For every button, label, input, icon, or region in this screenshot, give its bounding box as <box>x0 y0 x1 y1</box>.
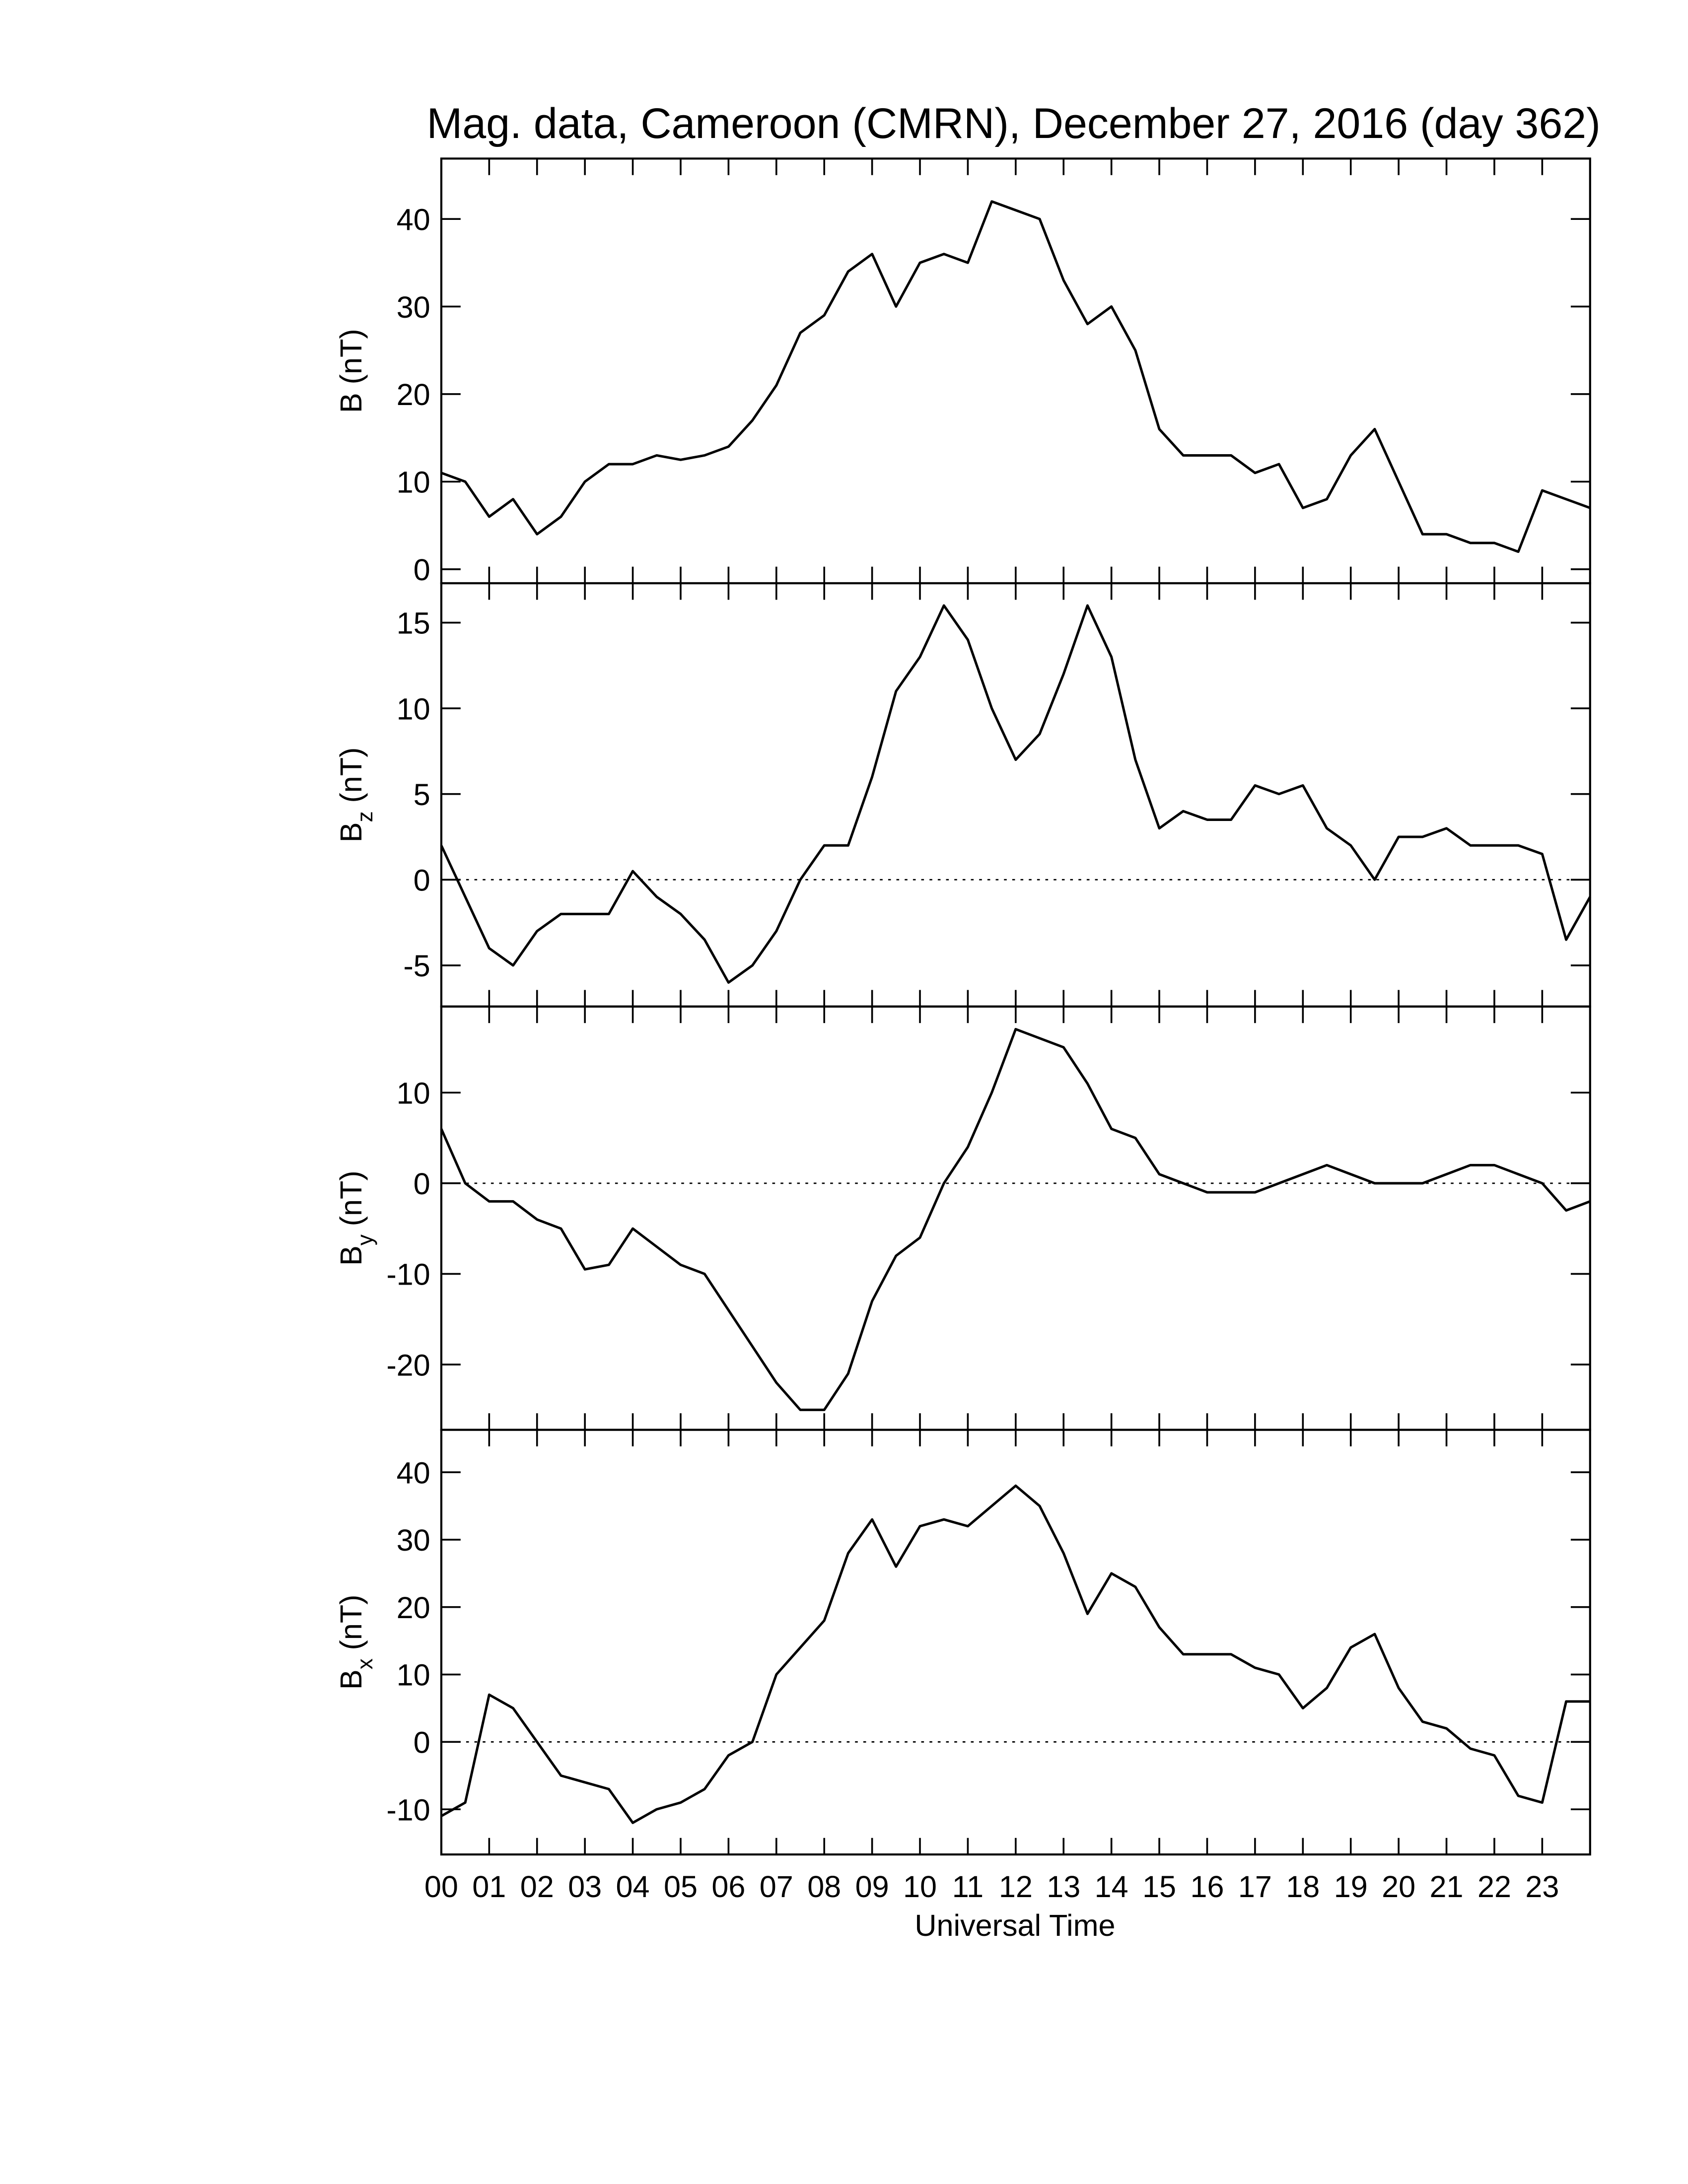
y-tick-label: 40 <box>397 1456 430 1490</box>
x-tick-label: 05 <box>664 1870 698 1904</box>
y-tick-label: 0 <box>414 864 430 897</box>
x-tick-label: 20 <box>1382 1870 1415 1904</box>
x-tick-label: 06 <box>711 1870 745 1904</box>
x-tick-label: 09 <box>855 1870 889 1904</box>
x-tick-label: 08 <box>807 1870 841 1904</box>
x-tick-label: 14 <box>1095 1870 1128 1904</box>
data-line <box>440 604 1591 984</box>
x-tick-label: 16 <box>1190 1870 1224 1904</box>
y-label-sub: y <box>353 1234 377 1245</box>
x-tick-label: 17 <box>1238 1870 1272 1904</box>
y-tick-label: 10 <box>397 1658 430 1692</box>
x-tick-label: 22 <box>1477 1870 1511 1904</box>
y-label-sub: z <box>353 811 377 822</box>
plot-frame <box>440 157 1591 585</box>
y-tick-label: -5 <box>403 949 430 983</box>
y-tick-label: 10 <box>397 466 430 499</box>
x-axis-label: Universal Time <box>914 1909 1115 1942</box>
y-label-unit: (nT) <box>334 1170 368 1226</box>
y-label-main: B <box>334 1669 368 1690</box>
data-line <box>440 1484 1590 1824</box>
y-tick-label: 5 <box>414 778 430 812</box>
y-label-main: B <box>334 822 368 842</box>
x-tick-label: 10 <box>903 1870 937 1904</box>
y-tick-label: 10 <box>397 692 430 726</box>
x-tick-label: 02 <box>520 1870 554 1904</box>
y-label-unit: (nT) <box>334 748 368 803</box>
y-tick-label: 0 <box>414 553 430 587</box>
x-tick-label: 13 <box>1047 1870 1080 1904</box>
y-axis-label: Bz (nT) <box>334 748 377 843</box>
y-tick-label: 0 <box>414 1726 430 1760</box>
y-label-sub: x <box>353 1658 377 1669</box>
x-tick-label: 21 <box>1430 1870 1464 1904</box>
plot-frame <box>440 1429 1591 1856</box>
x-tick-label: 19 <box>1334 1870 1368 1904</box>
x-tick-label: 00 <box>424 1870 458 1904</box>
y-axis-label: By (nT) <box>334 1170 377 1266</box>
y-tick-label: 0 <box>414 1167 430 1201</box>
y-axis-label: Bx (nT) <box>334 1595 377 1690</box>
x-tick-label: 11 <box>952 1870 984 1904</box>
y-tick-label: 20 <box>397 1591 430 1625</box>
y-tick-label: -10 <box>386 1793 430 1827</box>
y-tick-label: 10 <box>397 1076 430 1110</box>
chart-title: Mag. data, Cameroon (CMRN), December 27,… <box>427 100 1601 147</box>
y-axis-label: B (nT) <box>334 329 368 413</box>
y-tick-label: -20 <box>386 1348 430 1382</box>
plot-frame <box>440 1005 1591 1431</box>
data-line <box>440 1027 1591 1411</box>
y-tick-label: 30 <box>397 1523 430 1557</box>
data-line <box>441 200 1591 553</box>
x-tick-label: 01 <box>472 1870 506 1904</box>
y-tick-label: 20 <box>397 378 430 411</box>
y-tick-label: 30 <box>397 290 430 324</box>
y-tick-label: 15 <box>397 607 430 640</box>
y-label-main: B <box>334 1245 368 1266</box>
x-tick-label: 18 <box>1286 1870 1320 1904</box>
x-tick-label: 04 <box>616 1870 650 1904</box>
y-tick-label: -10 <box>386 1258 430 1292</box>
x-tick-label: 03 <box>568 1870 602 1904</box>
x-tick-label: 23 <box>1525 1870 1559 1904</box>
plot-frame <box>440 582 1591 1008</box>
x-tick-label: 12 <box>999 1870 1033 1904</box>
y-label-unit: (nT) <box>334 1595 368 1650</box>
x-tick-label: 07 <box>760 1870 793 1904</box>
y-tick-label: 40 <box>397 203 430 236</box>
y-label-main: B (nT) <box>334 329 368 413</box>
x-tick-label: 15 <box>1142 1870 1176 1904</box>
